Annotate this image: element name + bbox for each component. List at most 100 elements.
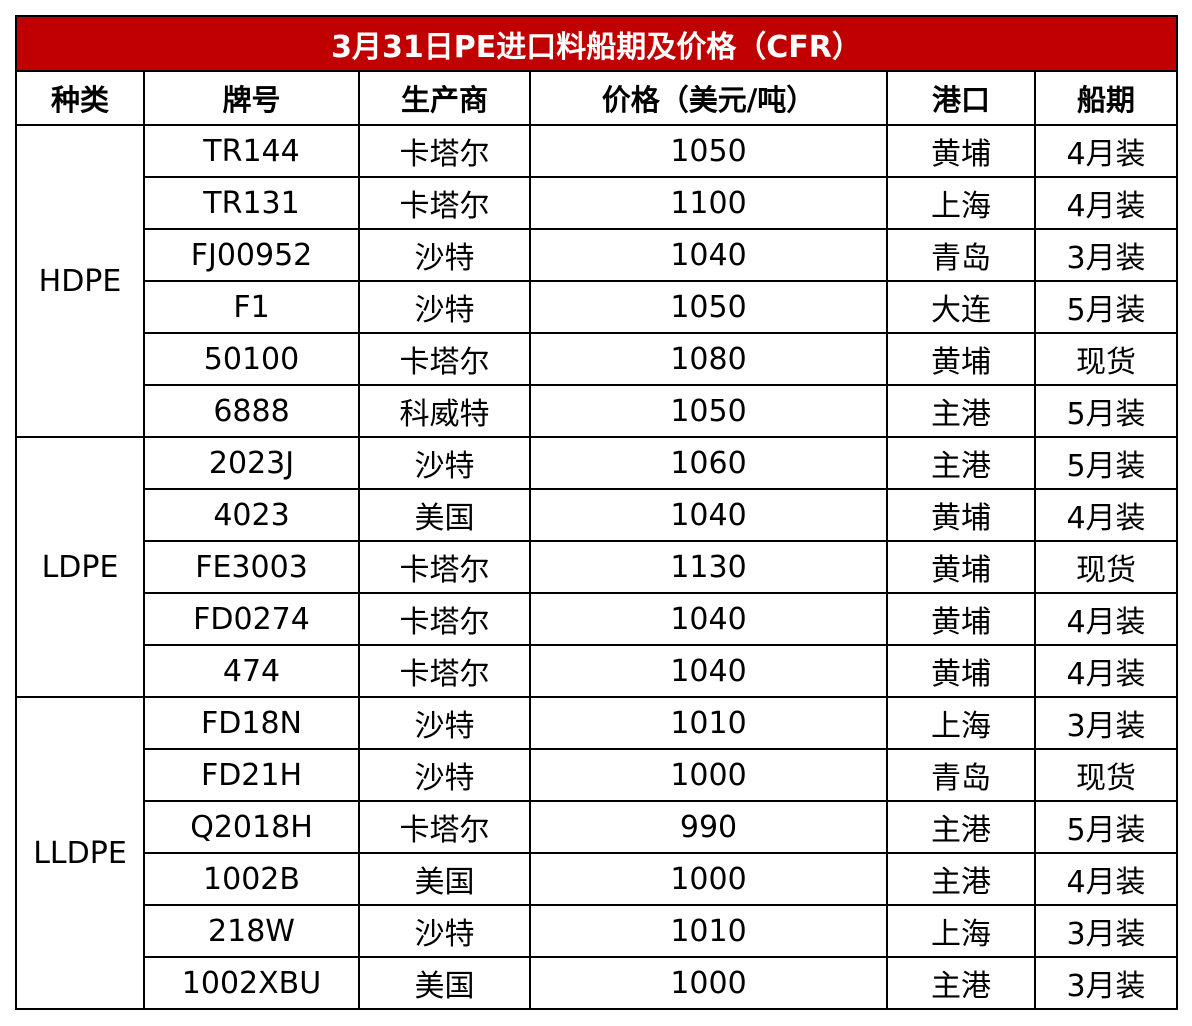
shipment-cell: 现货 xyxy=(1033,540,1179,594)
port-cell: 黄埔 xyxy=(886,124,1036,178)
grade-cell: 1002B xyxy=(143,852,360,906)
port-cell: 上海 xyxy=(886,176,1036,230)
grade-cell: FJ00952 xyxy=(143,228,360,282)
price-cell: 1130 xyxy=(529,540,888,594)
table-row: 1002B 美国 1000 主港 4月装 xyxy=(16,852,1179,906)
producer-cell: 美国 xyxy=(358,852,531,906)
category-cell: LDPE xyxy=(15,436,145,698)
port-cell: 黄埔 xyxy=(886,644,1036,698)
producer-cell: 卡塔尔 xyxy=(358,540,531,594)
shipment-cell: 5月装 xyxy=(1033,384,1179,438)
table-row: LDPE 2023J 沙特 1060 主港 5月装 xyxy=(15,436,1179,698)
table-row: 4023 美国 1040 黄埔 4月装 xyxy=(16,488,1179,542)
table-row: FJ00952 沙特 1040 青岛 3月装 xyxy=(16,228,1179,282)
port-cell: 青岛 xyxy=(886,228,1036,282)
grade-cell: FD0274 xyxy=(143,592,360,646)
port-cell: 主港 xyxy=(886,800,1036,854)
table-row: TR131 卡塔尔 1100 上海 4月装 xyxy=(16,176,1179,230)
table-row: 474 卡塔尔 1040 黄埔 4月装 xyxy=(16,644,1179,698)
port-cell: 大连 xyxy=(886,280,1036,334)
price-cell: 1000 xyxy=(529,748,888,802)
producer-cell: 沙特 xyxy=(358,904,531,958)
shipment-cell: 5月装 xyxy=(1033,800,1179,854)
producer-cell: 沙特 xyxy=(358,228,531,282)
price-cell: 1050 xyxy=(529,280,888,334)
shipment-cell: 现货 xyxy=(1033,332,1179,386)
grade-cell: 2023J xyxy=(143,436,360,490)
producer-cell: 沙特 xyxy=(358,696,531,750)
grade-cell: 1002XBU xyxy=(143,956,360,1010)
price-cell: 1000 xyxy=(529,852,888,906)
shipment-cell: 4月装 xyxy=(1033,852,1179,906)
grade-cell: F1 xyxy=(143,280,360,334)
table-row: LLDPE FD18N 沙特 1010 上海 3月装 xyxy=(15,696,1179,1010)
table-row: 1002XBU 美国 1000 主港 3月装 xyxy=(16,956,1179,1010)
table-row: 218W 沙特 1010 上海 3月装 xyxy=(16,904,1179,958)
producer-cell: 科威特 xyxy=(358,384,531,438)
producer-cell: 沙特 xyxy=(358,436,531,490)
table-row: F1 沙特 1050 大连 5月装 xyxy=(16,280,1179,334)
producer-cell: 卡塔尔 xyxy=(358,644,531,698)
port-cell: 黄埔 xyxy=(886,488,1036,542)
shipment-cell: 3月装 xyxy=(1033,228,1179,282)
price-cell: 1000 xyxy=(529,956,888,1010)
port-cell: 主港 xyxy=(886,384,1036,438)
port-cell: 黄埔 xyxy=(886,540,1036,594)
shipment-cell: 4月装 xyxy=(1033,124,1179,178)
price-cell: 1100 xyxy=(529,176,888,230)
grade-cell: FD18N xyxy=(143,696,360,750)
grade-cell: 50100 xyxy=(143,332,360,386)
grade-cell: FD21H xyxy=(143,748,360,802)
producer-cell: 沙特 xyxy=(358,748,531,802)
category-cell: LLDPE xyxy=(15,696,145,1010)
port-cell: 黄埔 xyxy=(886,332,1036,386)
grade-cell: TR144 xyxy=(143,124,360,178)
grade-cell: FE3003 xyxy=(143,540,360,594)
grade-cell: Q2018H xyxy=(143,800,360,854)
grade-cell: 218W xyxy=(143,904,360,958)
table-title: 3月31日PE进口料船期及价格（CFR） xyxy=(14,15,1179,72)
table-row: FD0274 卡塔尔 1040 黄埔 4月装 xyxy=(16,592,1179,646)
port-cell: 黄埔 xyxy=(886,592,1036,646)
shipment-cell: 3月装 xyxy=(1033,696,1179,750)
grade-cell: TR131 xyxy=(143,176,360,230)
price-cell: 1040 xyxy=(529,644,888,698)
price-cell: 1060 xyxy=(529,436,888,490)
price-table: 3月31日PE进口料船期及价格（CFR） 种类 牌号 生产商 价格（美元/吨） … xyxy=(14,15,1179,1010)
shipment-cell: 现货 xyxy=(1033,748,1179,802)
shipment-cell: 4月装 xyxy=(1033,176,1179,230)
table-row: FE3003 卡塔尔 1130 黄埔 现货 xyxy=(16,540,1179,594)
price-cell: 1050 xyxy=(529,384,888,438)
column-header-price: 价格（美元/吨） xyxy=(529,70,888,126)
producer-cell: 卡塔尔 xyxy=(358,176,531,230)
table-row: 6888 科威特 1050 主港 5月装 xyxy=(16,384,1179,438)
price-cell: 1010 xyxy=(529,904,888,958)
producer-cell: 卡塔尔 xyxy=(358,800,531,854)
port-cell: 青岛 xyxy=(886,748,1036,802)
producer-cell: 卡塔尔 xyxy=(358,592,531,646)
producer-cell: 美国 xyxy=(358,956,531,1010)
price-cell: 1080 xyxy=(529,332,888,386)
shipment-cell: 4月装 xyxy=(1033,644,1179,698)
port-cell: 主港 xyxy=(886,956,1036,1010)
price-cell: 1050 xyxy=(529,124,888,178)
table-row: 50100 卡塔尔 1080 黄埔 现货 xyxy=(16,332,1179,386)
port-cell: 主港 xyxy=(886,436,1036,490)
producer-cell: 美国 xyxy=(358,488,531,542)
title-row: 3月31日PE进口料船期及价格（CFR） xyxy=(14,15,1179,72)
port-cell: 上海 xyxy=(886,696,1036,750)
column-header-grade: 牌号 xyxy=(143,70,360,126)
shipment-cell: 5月装 xyxy=(1033,280,1179,334)
producer-cell: 卡塔尔 xyxy=(358,332,531,386)
table-row: Q2018H 卡塔尔 990 主港 5月装 xyxy=(16,800,1179,854)
table-body: HDPE TR144 卡塔尔 1050 黄埔 4月装 TR131 卡塔尔 1100 上海 4月装 FJ… xyxy=(15,124,1179,1010)
producer-cell: 沙特 xyxy=(358,280,531,334)
price-cell: 1040 xyxy=(529,488,888,542)
shipment-cell: 3月装 xyxy=(1033,904,1179,958)
grade-cell: 4023 xyxy=(143,488,360,542)
column-header-shipment: 船期 xyxy=(1033,70,1179,126)
column-header-port: 港口 xyxy=(886,70,1036,126)
shipment-cell: 3月装 xyxy=(1033,956,1179,1010)
column-header-category: 种类 xyxy=(15,70,145,126)
table-row: HDPE TR144 卡塔尔 1050 黄埔 4月装 xyxy=(15,124,1179,438)
